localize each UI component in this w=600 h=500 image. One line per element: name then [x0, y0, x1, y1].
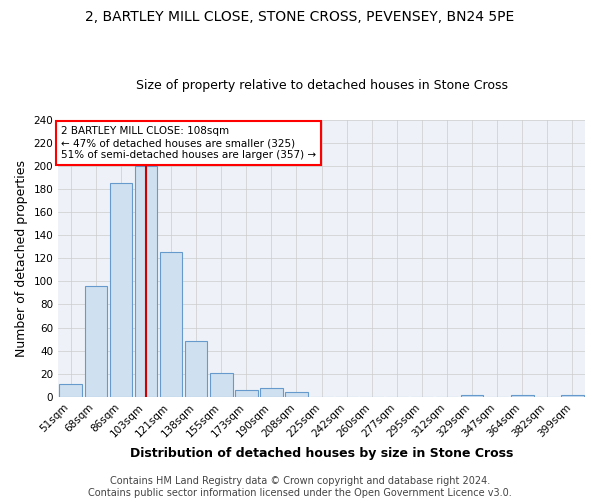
Bar — [185, 342, 208, 397]
Bar — [160, 252, 182, 397]
Bar — [110, 183, 132, 397]
Bar — [210, 372, 233, 397]
Text: 2 BARTLEY MILL CLOSE: 108sqm
← 47% of detached houses are smaller (325)
51% of s: 2 BARTLEY MILL CLOSE: 108sqm ← 47% of de… — [61, 126, 316, 160]
Text: 2, BARTLEY MILL CLOSE, STONE CROSS, PEVENSEY, BN24 5PE: 2, BARTLEY MILL CLOSE, STONE CROSS, PEVE… — [85, 10, 515, 24]
Bar — [461, 394, 484, 397]
X-axis label: Distribution of detached houses by size in Stone Cross: Distribution of detached houses by size … — [130, 447, 513, 460]
Bar — [235, 390, 257, 397]
Bar — [260, 388, 283, 397]
Bar — [85, 286, 107, 397]
Bar — [59, 384, 82, 397]
Text: Contains HM Land Registry data © Crown copyright and database right 2024.
Contai: Contains HM Land Registry data © Crown c… — [88, 476, 512, 498]
Y-axis label: Number of detached properties: Number of detached properties — [15, 160, 28, 357]
Bar — [561, 394, 584, 397]
Bar — [285, 392, 308, 397]
Title: Size of property relative to detached houses in Stone Cross: Size of property relative to detached ho… — [136, 79, 508, 92]
Bar — [134, 166, 157, 397]
Bar — [511, 394, 533, 397]
